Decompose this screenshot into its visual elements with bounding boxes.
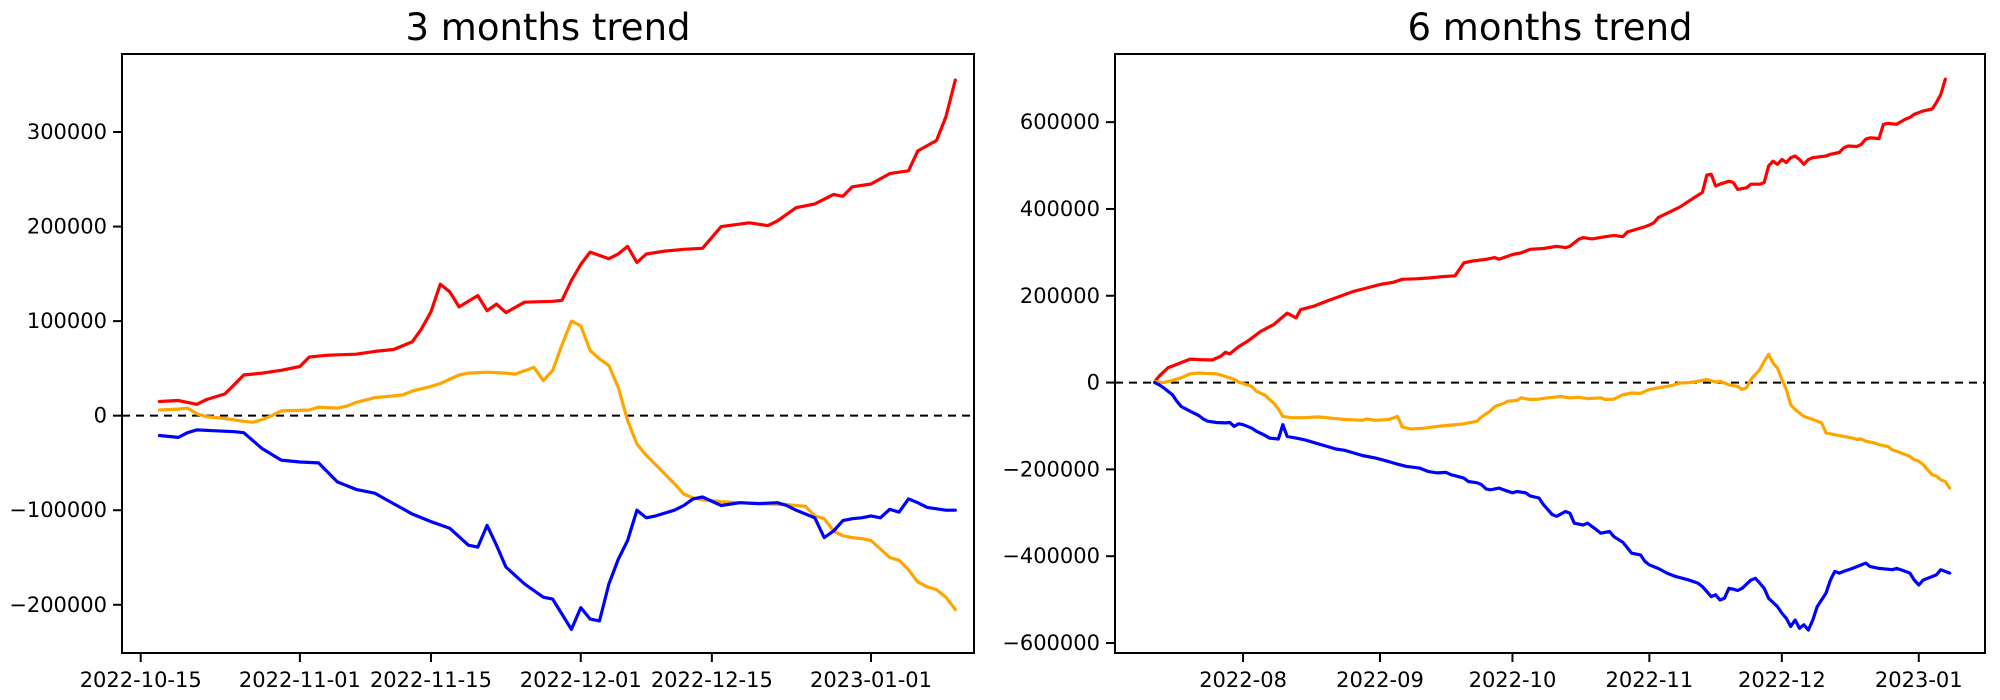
series-line-orange	[157, 319, 957, 612]
series-line-orange	[1153, 352, 1952, 490]
plot-border	[1114, 53, 1986, 654]
y-tick-label: 600000	[1020, 110, 1100, 134]
chart-canvas: 6 months trend 600000 400000 200000 0 −200000…	[1002, 6, 1986, 692]
x-tick-label: 2023-01-01	[810, 668, 932, 692]
y-tick-label: −400000	[1002, 544, 1100, 568]
y-tick-label: 100000	[27, 309, 107, 333]
x-tick-label: 2022-11-15	[370, 668, 492, 692]
chart-3-months-trend: 3 months trend 300000 200000 100000 0 −100000…	[9, 6, 975, 692]
plot-border	[121, 53, 975, 654]
chart-title: 6 months trend	[1407, 6, 1692, 49]
series-line-red	[1153, 77, 1947, 384]
chart-canvas: 3 months trend 300000 200000 100000 0 −100000…	[9, 6, 975, 692]
y-tick-label: 400000	[1020, 197, 1100, 221]
x-tick-label: 2022-10-15	[80, 668, 202, 692]
y-tick-label: 200000	[27, 215, 107, 239]
x-tick-label: 2023-01	[1875, 668, 1963, 692]
series-line-blue	[1153, 381, 1952, 632]
x-tick-label: 2022-12-15	[651, 668, 773, 692]
x-tick-label: 2022-10	[1469, 668, 1557, 692]
x-tick-label: 2022-12	[1738, 668, 1826, 692]
chart-6-months-trend: 6 months trend 600000 400000 200000 0 −200000…	[1000, 0, 2000, 700]
y-tick-label: −200000	[9, 593, 107, 617]
y-tick-label: 300000	[27, 120, 107, 144]
x-tick-label: 2022-11	[1605, 668, 1693, 692]
x-tick-label: 2022-09	[1336, 668, 1424, 692]
y-tick-label: 0	[94, 404, 107, 428]
x-tick-label: 2022-11-01	[239, 668, 361, 692]
y-tick-label: 0	[1087, 371, 1100, 395]
x-tick-label: 2022-08	[1199, 668, 1287, 692]
series-line-blue	[157, 428, 957, 632]
x-tick-label: 2022-12-01	[520, 668, 642, 692]
y-tick-label: −600000	[1002, 631, 1100, 655]
series-line-red	[157, 78, 957, 406]
y-tick-label: −100000	[9, 498, 107, 522]
y-tick-label: 200000	[1020, 284, 1100, 308]
chart-title: 3 months trend	[405, 6, 690, 49]
y-tick-label: −200000	[1002, 457, 1100, 481]
